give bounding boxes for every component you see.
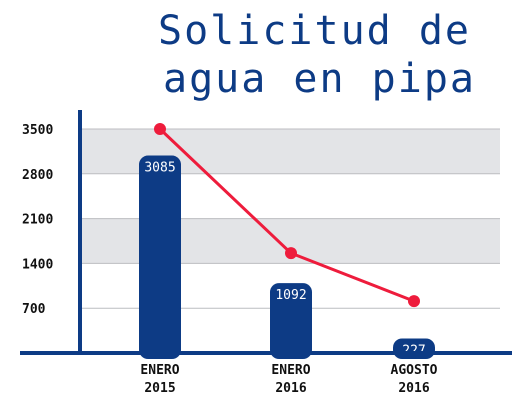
bar (270, 283, 312, 359)
bar-data-label: 3085 (144, 161, 175, 176)
x-category-labels: ENERO 2015 ENERO 2016 AGOSTO 2016 (140, 363, 437, 396)
bar-data-label: 227 (402, 343, 425, 358)
chart-title-line-2: agua en pipa (163, 56, 476, 102)
y-tick-label: 700 (22, 302, 46, 317)
trend-point (408, 295, 420, 308)
x-category-label: 2016 (398, 381, 429, 396)
chart-title-line-1: Solicitud de (158, 8, 471, 54)
bars: 3085 1092 227 (139, 155, 435, 359)
y-tick-labels: 700 1400 2100 2800 3500 (22, 123, 53, 317)
trend-point (154, 123, 166, 135)
y-tick-label: 2100 (22, 213, 53, 228)
axes (20, 110, 512, 355)
bar (139, 155, 181, 359)
x-category-label: ENERO (140, 363, 179, 378)
x-category-label: 2015 (144, 381, 175, 396)
y-tick-label: 2800 (22, 168, 53, 183)
bar-data-label: 1092 (275, 288, 306, 303)
y-tick-label: 3500 (22, 123, 53, 138)
x-category-label: 2016 (275, 381, 306, 396)
x-category-label: AGOSTO (391, 363, 438, 378)
x-category-label: ENERO (271, 363, 310, 378)
y-tick-label: 1400 (22, 257, 53, 272)
trend-point (285, 247, 297, 260)
trend-line-group (154, 123, 420, 308)
